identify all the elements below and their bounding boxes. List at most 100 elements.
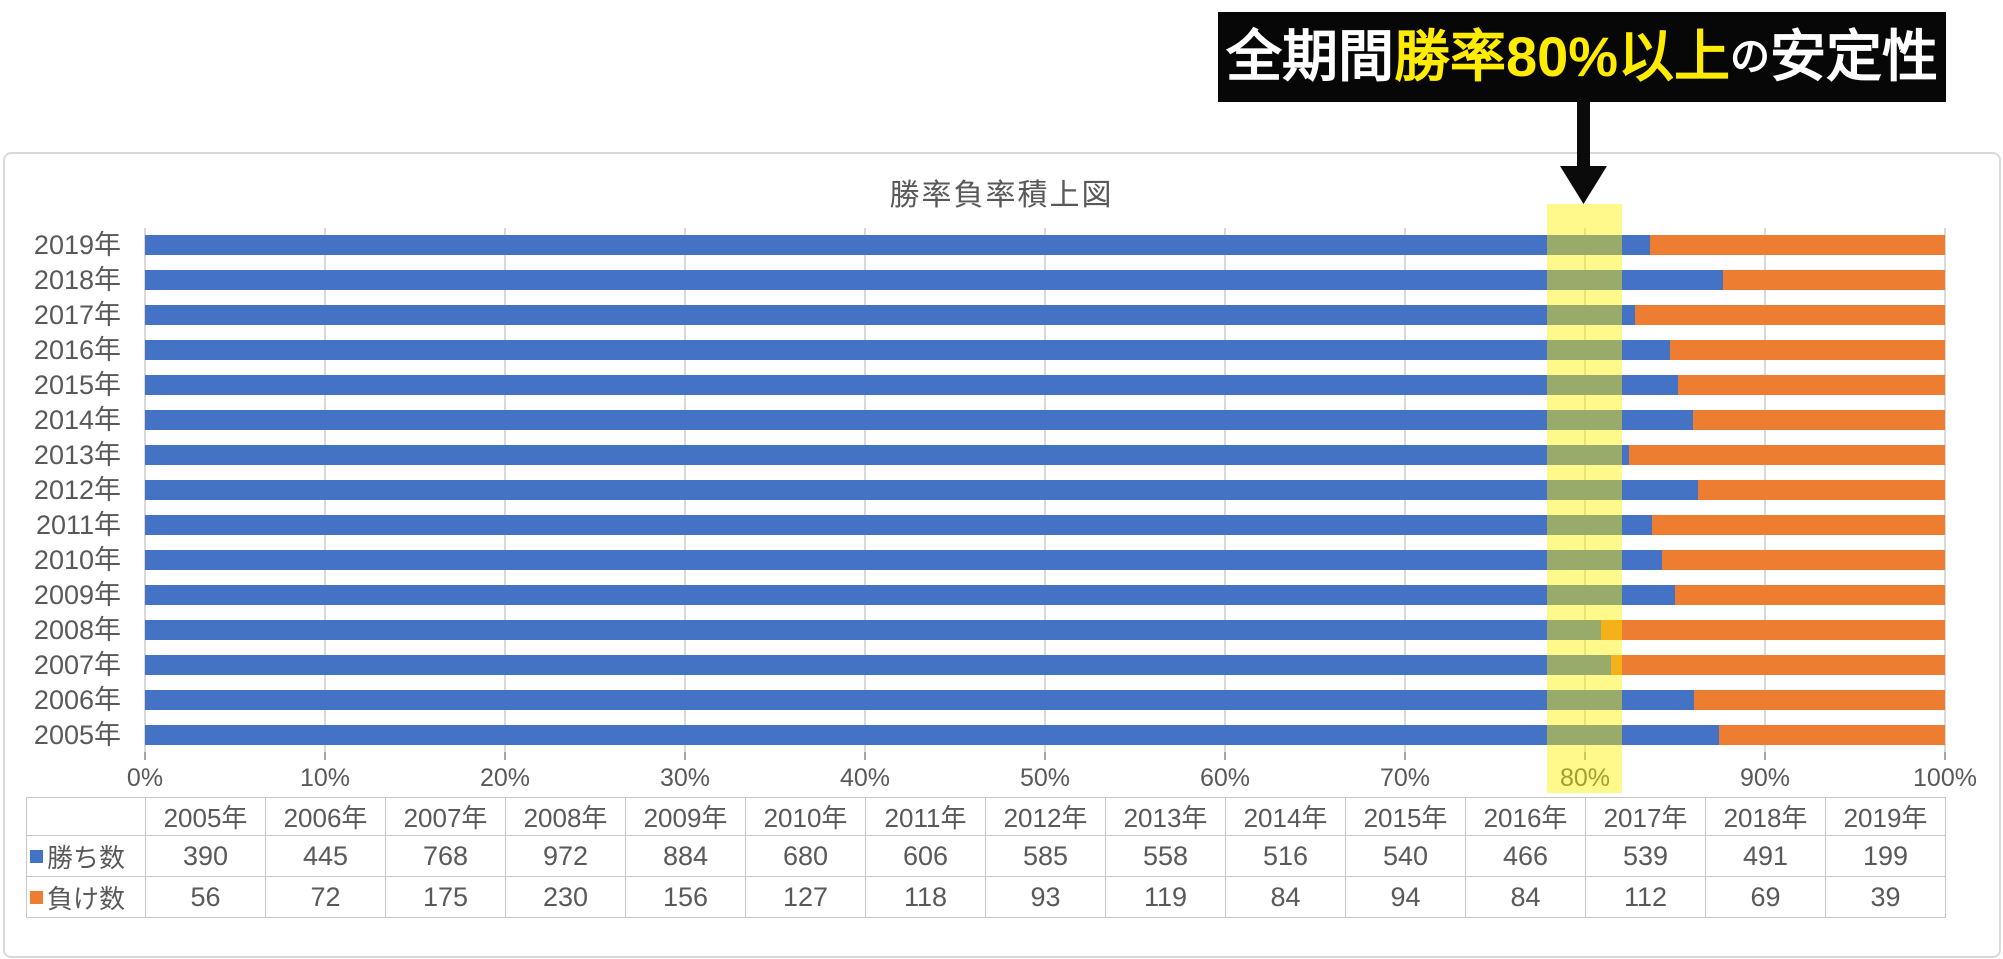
plot-area <box>144 228 1946 752</box>
y-axis-label-2007年: 2007年 <box>33 649 121 680</box>
table-cell-勝ち数-2014年: 516 <box>1225 835 1346 877</box>
loss-bar-segment <box>1661 549 1945 570</box>
x-axis-tick-label-20%: 20% <box>479 764 531 792</box>
table-cell-負け数-2011年: 118 <box>865 876 986 918</box>
y-axis-label-2006年: 2006年 <box>33 684 121 715</box>
y-axis-label-2010年: 2010年 <box>33 544 121 575</box>
table-cell-勝ち数-2017年: 539 <box>1585 835 1706 877</box>
bar-row-2005年 <box>145 724 1945 745</box>
x-axis-tick-label-80%: 80% <box>1559 764 1611 792</box>
x-axis-tick-label-100%: 100% <box>1913 764 1977 792</box>
win-bar-segment <box>145 235 1651 256</box>
loss-bar-segment <box>1628 445 1945 466</box>
table-header-cell-2019年: 2019年 <box>1825 797 1946 836</box>
bar-row-2017年 <box>145 305 1945 326</box>
bar-row-2015年 <box>145 375 1945 396</box>
table-header-cell-2012年: 2012年 <box>985 797 1106 836</box>
table-cell-勝ち数-2005年: 390 <box>145 835 266 877</box>
axis-tick-80% <box>1584 752 1586 760</box>
axis-tick-40% <box>864 752 866 760</box>
y-axis-label-2009年: 2009年 <box>33 579 121 610</box>
table-cell-勝ち数-2015年: 540 <box>1345 835 1466 877</box>
win-bar-segment <box>145 270 1724 291</box>
gridline-100% <box>1944 228 1946 752</box>
annotation-banner: 全期間 勝率80%以上の安定性 <box>1218 12 1946 102</box>
table-cell-勝ち数-2016年: 466 <box>1465 835 1586 877</box>
axis-tick-20% <box>504 752 506 760</box>
win-bar-segment <box>145 724 1719 745</box>
table-header-cell-2017年: 2017年 <box>1585 797 1706 836</box>
loss-bar-segment <box>1675 584 1945 605</box>
loss-bar-segment <box>1693 410 1945 431</box>
win-bar-segment <box>145 340 1671 361</box>
y-axis-label-2008年: 2008年 <box>33 614 121 645</box>
table-cell-負け数-2009年: 156 <box>625 876 746 918</box>
axis-tick-0% <box>144 752 146 760</box>
chart-title: 勝率負率積上図 <box>889 179 1114 212</box>
bar-row-2006年 <box>145 689 1945 710</box>
win-bar-segment <box>145 689 1695 710</box>
table-cell-負け数-2005年: 56 <box>145 876 266 918</box>
bar-row-2009年 <box>145 584 1945 605</box>
win-bar-segment <box>145 654 1611 675</box>
axis-tick-50% <box>1044 752 1046 760</box>
axis-tick-30% <box>684 752 686 760</box>
bar-row-2014年 <box>145 410 1945 431</box>
bar-row-2010年 <box>145 549 1945 570</box>
table-header-cell-2009年: 2009年 <box>625 797 746 836</box>
loss-bar-segment <box>1600 619 1945 640</box>
table-cell-勝ち数-2018年: 491 <box>1705 835 1826 877</box>
table-header-cell-2014年: 2014年 <box>1225 797 1346 836</box>
table-cell-負け数-2013年: 119 <box>1105 876 1226 918</box>
win-bar-segment <box>145 375 1679 396</box>
table-cell-負け数-2007年: 175 <box>385 876 506 918</box>
y-axis-label-2019年: 2019年 <box>33 230 121 261</box>
table-cell-負け数-2016年: 84 <box>1465 876 1586 918</box>
table-cell-勝ち数-2008年: 972 <box>505 835 626 877</box>
table-cell-負け数-2019年: 39 <box>1825 876 1946 918</box>
bar-row-2008年 <box>145 619 1945 640</box>
win-bar-segment <box>145 549 1662 570</box>
table-cell-勝ち数-2006年: 445 <box>265 835 386 877</box>
x-axis-tick-label-30%: 30% <box>659 764 711 792</box>
table-cell-勝ち数-2012年: 585 <box>985 835 1106 877</box>
loss-bar-segment <box>1635 305 1945 326</box>
down-arrow-icon <box>1560 101 1607 204</box>
table-header-cell-2005年: 2005年 <box>145 797 266 836</box>
axis-tick-70% <box>1404 752 1406 760</box>
table-row-label-勝ち数: 勝ち数 <box>26 835 146 877</box>
row-label-inner: 勝ち数 <box>28 838 145 875</box>
table-cell-勝ち数-2010年: 680 <box>745 835 866 877</box>
win-bar-segment <box>145 305 1636 326</box>
win-legend-swatch-icon <box>30 849 43 863</box>
axis-tick-90% <box>1764 752 1766 760</box>
y-axis-label-2005年: 2005年 <box>33 719 121 750</box>
table-cell-負け数-2018年: 69 <box>1705 876 1826 918</box>
banner-text-segment-0: 全期間 <box>1225 25 1394 88</box>
table-cell-負け数-2010年: 127 <box>745 876 866 918</box>
table-cell-負け数-2014年: 84 <box>1225 876 1346 918</box>
table-cell-勝ち数-2013年: 558 <box>1105 835 1226 877</box>
loss-bar-segment <box>1694 689 1945 710</box>
bar-row-2018年 <box>145 270 1945 291</box>
x-axis-tick-label-60%: 60% <box>1199 764 1251 792</box>
bar-row-2016年 <box>145 340 1945 361</box>
table-cell-負け数-2012年: 93 <box>985 876 1106 918</box>
row-label-inner: 負け数 <box>28 879 145 916</box>
loss-bar-segment <box>1723 270 1945 291</box>
bar-row-2013年 <box>145 445 1945 466</box>
table-header-cell-2008年: 2008年 <box>505 797 626 836</box>
x-axis-tick-label-70%: 70% <box>1379 764 1431 792</box>
table-header-cell-2006年: 2006年 <box>265 797 386 836</box>
table-header-cell-2013年: 2013年 <box>1105 797 1226 836</box>
y-axis-label-2018年: 2018年 <box>33 265 121 296</box>
x-axis-tick-label-50%: 50% <box>1019 764 1071 792</box>
loss-bar-segment <box>1718 724 1945 745</box>
series-name-label: 勝ち数 <box>47 842 126 873</box>
bar-row-2011年 <box>145 514 1945 535</box>
win-bar-segment <box>145 410 1693 431</box>
table-header-cell-2016年: 2016年 <box>1465 797 1586 836</box>
banner-text-segment-3: 安定性 <box>1770 25 1939 88</box>
table-header-cell-2011年: 2011年 <box>865 797 986 836</box>
loss-bar-segment <box>1698 480 1945 500</box>
